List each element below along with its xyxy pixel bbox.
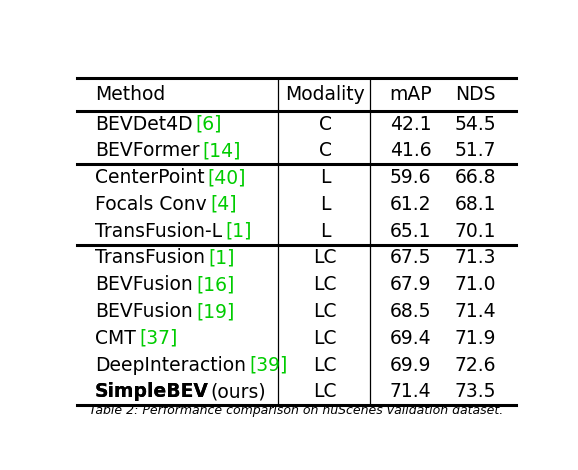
Text: LC: LC	[314, 383, 337, 401]
Text: 42.1: 42.1	[390, 115, 431, 133]
Text: 71.3: 71.3	[455, 249, 496, 267]
Text: L: L	[320, 195, 331, 214]
Text: [19]: [19]	[196, 302, 234, 321]
Text: (ours): (ours)	[211, 383, 266, 401]
Text: 68.5: 68.5	[390, 302, 431, 321]
Text: BEVFormer: BEVFormer	[95, 141, 199, 160]
Text: [16]: [16]	[196, 275, 234, 294]
Text: 71.0: 71.0	[455, 275, 496, 294]
Text: LC: LC	[314, 249, 337, 267]
Text: 70.1: 70.1	[455, 222, 496, 241]
Text: [40]: [40]	[208, 168, 246, 187]
Text: SimpleBEV: SimpleBEV	[95, 383, 209, 401]
Text: [1]: [1]	[208, 249, 235, 267]
Text: [6]: [6]	[196, 115, 223, 133]
Text: 69.9: 69.9	[390, 356, 431, 375]
Text: NDS: NDS	[455, 85, 496, 104]
Text: Table 2: Performance comparison on nuScenes validation dataset.: Table 2: Performance comparison on nuSce…	[89, 404, 503, 417]
Text: Method: Method	[95, 85, 165, 104]
Text: LC: LC	[314, 356, 337, 375]
Text: [1]: [1]	[225, 222, 252, 241]
Text: 71.4: 71.4	[390, 383, 431, 401]
Text: BEVDet4D: BEVDet4D	[95, 115, 192, 133]
Text: LC: LC	[314, 275, 337, 294]
Text: [14]: [14]	[203, 141, 242, 160]
Text: CenterPoint: CenterPoint	[95, 168, 204, 187]
Text: [4]: [4]	[210, 195, 236, 214]
Text: 71.4: 71.4	[454, 302, 497, 321]
Text: 59.6: 59.6	[390, 168, 431, 187]
Text: TransFusion-L: TransFusion-L	[95, 222, 222, 241]
Text: 67.5: 67.5	[390, 249, 431, 267]
Text: BEVFusion: BEVFusion	[95, 302, 192, 321]
Text: 71.9: 71.9	[455, 329, 496, 348]
Text: [39]: [39]	[249, 356, 288, 375]
Text: Modality: Modality	[286, 85, 365, 104]
Text: 65.1: 65.1	[390, 222, 431, 241]
Text: TransFusion: TransFusion	[95, 249, 205, 267]
Text: 54.5: 54.5	[454, 115, 497, 133]
Text: BEVFusion: BEVFusion	[95, 275, 192, 294]
Text: [37]: [37]	[139, 329, 177, 348]
Text: 41.6: 41.6	[390, 141, 431, 160]
Text: 51.7: 51.7	[455, 141, 496, 160]
Text: C: C	[319, 141, 332, 160]
Text: LC: LC	[314, 329, 337, 348]
Text: Focals Conv: Focals Conv	[95, 195, 206, 214]
Text: 73.5: 73.5	[455, 383, 496, 401]
Text: 67.9: 67.9	[390, 275, 431, 294]
Text: L: L	[320, 222, 331, 241]
Text: 69.4: 69.4	[390, 329, 431, 348]
Text: 61.2: 61.2	[390, 195, 431, 214]
Text: 66.8: 66.8	[455, 168, 496, 187]
Text: 68.1: 68.1	[455, 195, 496, 214]
Text: CMT: CMT	[95, 329, 135, 348]
Text: LC: LC	[314, 302, 337, 321]
Text: C: C	[319, 115, 332, 133]
Text: SimpleBEV: SimpleBEV	[95, 383, 209, 401]
Text: 72.6: 72.6	[455, 356, 496, 375]
Text: mAP: mAP	[389, 85, 432, 104]
Text: L: L	[320, 168, 331, 187]
Text: DeepInteraction: DeepInteraction	[95, 356, 246, 375]
